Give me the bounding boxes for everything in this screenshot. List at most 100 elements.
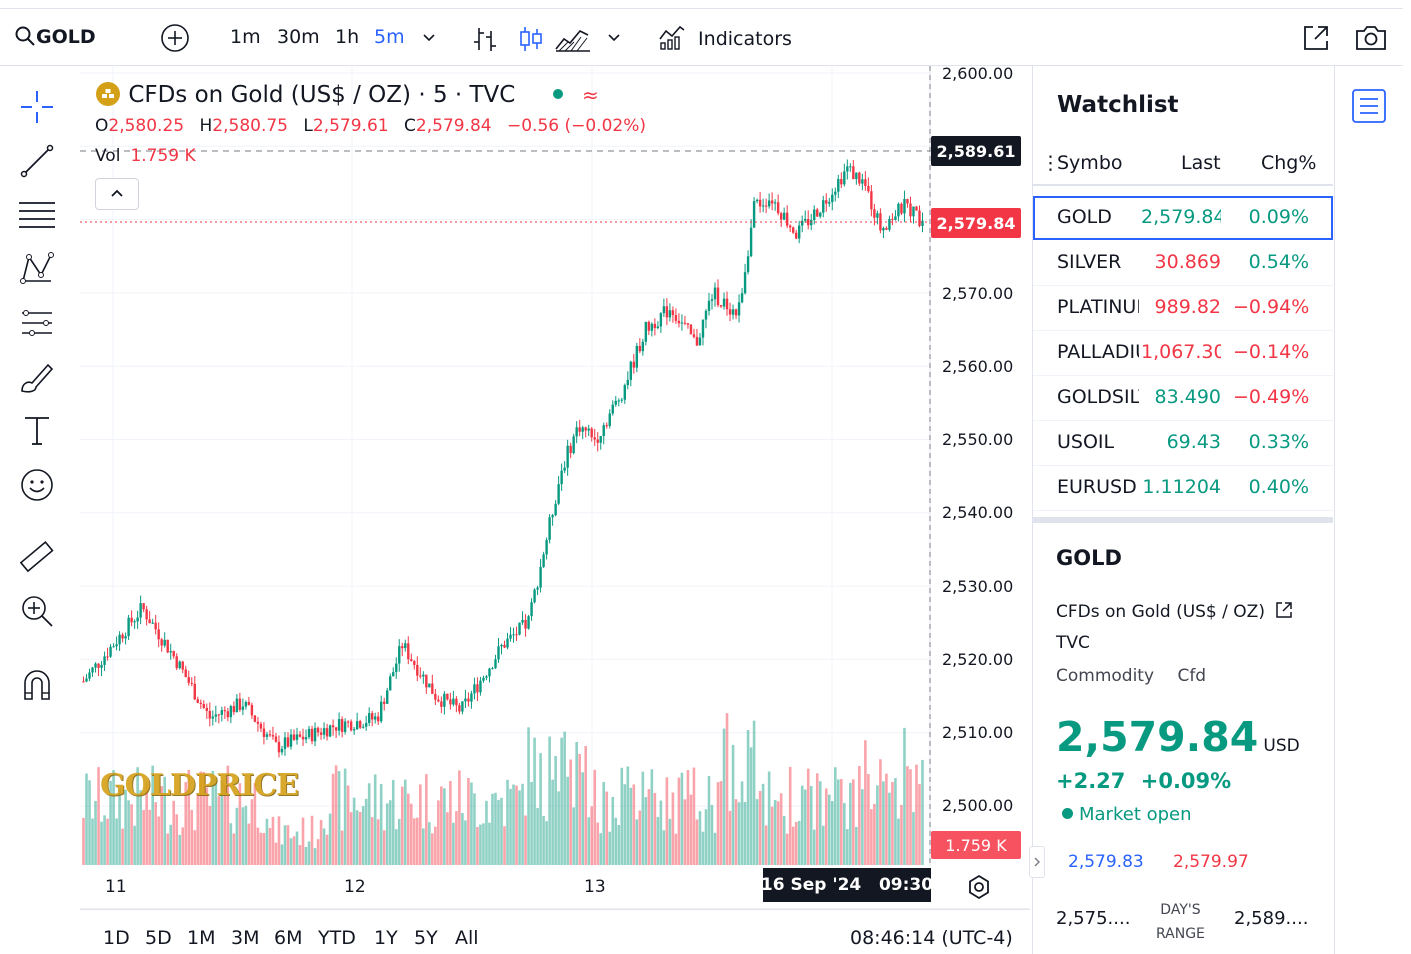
- collapse-details-button[interactable]: [1029, 846, 1045, 878]
- brush-tool[interactable]: [16, 356, 58, 398]
- column-menu-icon[interactable]: ⋮: [1041, 152, 1060, 174]
- header-last[interactable]: Last: [1181, 152, 1221, 174]
- crosshair-tool[interactable]: [16, 86, 58, 128]
- volume-bar: [151, 765, 154, 865]
- chart-style-dropdown[interactable]: [605, 27, 623, 55]
- volume-bar: [626, 766, 630, 865]
- interval-5m[interactable]: 5m: [374, 26, 405, 48]
- bar-style-button[interactable]: [472, 25, 498, 61]
- volume-bar: [800, 785, 804, 865]
- compare-symbol-button[interactable]: [160, 23, 190, 61]
- watchlist-row-usoil[interactable]: USOIL 69.43 0.33%: [1033, 421, 1333, 466]
- interval-30m[interactable]: 30m: [277, 26, 320, 48]
- zoom-in-tool[interactable]: [16, 590, 58, 632]
- volume-bar: [103, 815, 106, 865]
- details-exchange[interactable]: TVC: [1056, 633, 1090, 653]
- watchlist-row-palladium[interactable]: PALLADIUM1,067.30 −0.14%: [1033, 331, 1333, 376]
- delayed-data-icon[interactable]: ≈: [581, 83, 599, 107]
- volume-bar: [382, 830, 386, 865]
- watchlist-last: 83.490: [1154, 386, 1221, 408]
- candle-body: [148, 619, 151, 624]
- watchlist-symbol: GOLDSILVER: [1057, 386, 1139, 408]
- candle-body: [103, 656, 106, 665]
- volume-badge: 1.759 K: [931, 831, 1021, 859]
- forecast-tool[interactable]: [16, 302, 58, 344]
- open-new-window-button[interactable]: [1301, 23, 1331, 61]
- measure-tool[interactable]: [16, 536, 58, 578]
- magnet-tool[interactable]: [16, 664, 58, 706]
- candle-body: [244, 701, 248, 707]
- volume-bar: [455, 811, 458, 865]
- watchlist-row-goldsilver[interactable]: GOLDSILVER 83.490 −0.49%: [1033, 376, 1333, 421]
- range-3m[interactable]: 3M: [231, 927, 260, 949]
- candle-body: [343, 721, 347, 732]
- candle-body: [722, 298, 726, 307]
- symbol-search-button[interactable]: GOLD: [14, 23, 96, 51]
- clock-timezone[interactable]: 08:46:14 (UTC-4): [850, 927, 1013, 949]
- watchlist-symbol: GOLD: [1057, 206, 1112, 228]
- volume-bar: [743, 801, 747, 865]
- pattern-tool[interactable]: [16, 248, 58, 290]
- range-ytd[interactable]: YTD: [318, 927, 356, 949]
- market-open-dot: [552, 89, 563, 99]
- volume-bar: [900, 804, 903, 865]
- indicators-button[interactable]: Indicators: [658, 23, 792, 53]
- volume-bar: [728, 810, 732, 865]
- area-style-button[interactable]: [554, 25, 592, 61]
- volume-bar: [882, 781, 885, 865]
- volume-bar: [139, 790, 142, 865]
- chart-settings-button[interactable]: [966, 874, 992, 904]
- candle-body: [527, 616, 530, 629]
- candle-body: [346, 721, 350, 723]
- drawing-toolbar: [0, 66, 78, 954]
- candle-body: [539, 566, 542, 588]
- watchlist-row-platinum[interactable]: PLATINUM 989.82 −0.94%: [1033, 286, 1333, 331]
- trend-line-tool[interactable]: [16, 140, 58, 182]
- volume-bar: [824, 788, 828, 865]
- candle-body: [274, 736, 278, 742]
- watchlist-row-eurusd[interactable]: EURUSD 1.11204 0.40%: [1033, 466, 1333, 511]
- range-all[interactable]: All: [455, 927, 479, 949]
- volume-bar: [599, 833, 603, 865]
- candle-style-button[interactable]: [518, 25, 544, 61]
- candle-body: [193, 683, 196, 700]
- candle-body: [241, 706, 245, 710]
- candle-body: [698, 337, 702, 346]
- range-6m[interactable]: 6M: [274, 927, 303, 949]
- collapse-legend-button[interactable]: [95, 178, 139, 210]
- fib-retracement-tool[interactable]: [16, 194, 58, 236]
- watchlist-toggle-button[interactable]: [1351, 88, 1387, 128]
- candle-body: [500, 644, 503, 647]
- volume-bar: [858, 766, 861, 865]
- range-1y[interactable]: 1Y: [374, 927, 398, 949]
- candle-body: [885, 227, 888, 230]
- interval-1h[interactable]: 1h: [335, 26, 360, 48]
- watchlist-row-gold[interactable]: GOLD 2,579.84 0.09%: [1033, 196, 1333, 240]
- header-chg[interactable]: Chg%: [1261, 152, 1317, 174]
- header-symbol[interactable]: Symbo: [1057, 152, 1123, 174]
- range-5y[interactable]: 5Y: [414, 927, 438, 949]
- text-tool[interactable]: [16, 410, 58, 452]
- range-1m[interactable]: 1M: [187, 927, 216, 949]
- range-1d[interactable]: 1D: [103, 927, 130, 949]
- details-name-row[interactable]: CFDs on Gold (US$ / OZ): [1056, 600, 1294, 622]
- candle-body: [416, 664, 419, 676]
- interval-dropdown[interactable]: [420, 27, 438, 55]
- candle-body: [214, 714, 218, 717]
- candle-body: [728, 309, 732, 315]
- screenshot-button[interactable]: [1354, 23, 1388, 61]
- candle-body: [479, 680, 482, 693]
- price-chart[interactable]: [80, 66, 1030, 954]
- volume-bar: [665, 777, 669, 865]
- candle-body: [482, 677, 485, 681]
- volume-bar: [906, 766, 909, 865]
- volume-bar: [127, 800, 130, 865]
- volume-bar: [818, 781, 822, 865]
- volume-bar: [572, 807, 575, 865]
- volume-bar: [698, 811, 702, 865]
- range-5d[interactable]: 5D: [145, 927, 172, 949]
- watchlist-row-silver[interactable]: SILVER 30.869 0.54%: [1033, 241, 1333, 286]
- emoji-tool[interactable]: [16, 464, 58, 506]
- details-type: Commodity: [1056, 666, 1155, 686]
- interval-1m[interactable]: 1m: [230, 26, 261, 48]
